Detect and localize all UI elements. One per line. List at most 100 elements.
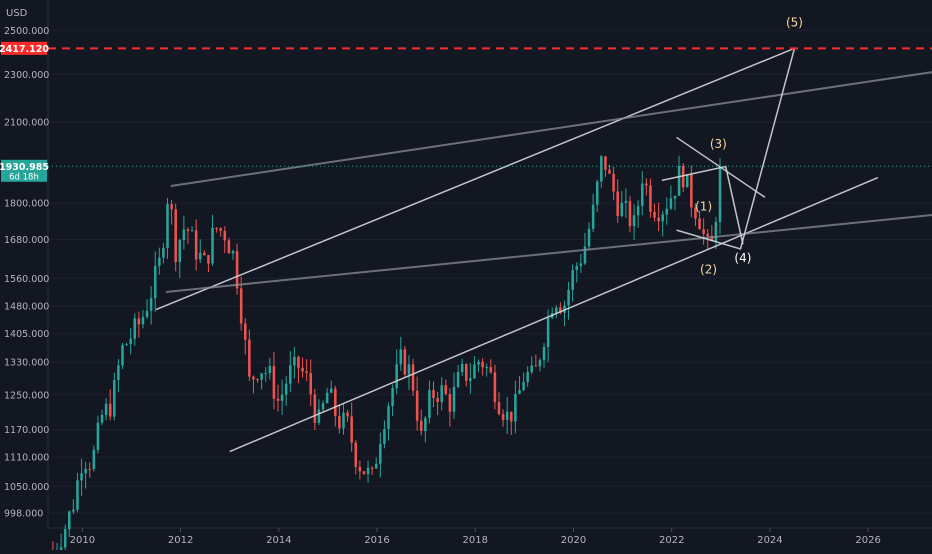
candle-body [297,357,300,368]
candle-body [219,228,222,231]
candle-body [530,366,533,373]
candle-body [346,413,349,417]
candle-body [133,318,136,338]
candle-body [64,529,67,547]
candle-body [494,372,497,402]
candle-body [469,378,472,381]
candle-body [400,349,403,364]
candle-body [383,429,386,444]
candle-body [588,229,591,247]
target-price-label: 2417.120 [0,44,49,55]
candle-body [375,464,378,469]
candle-body [465,364,468,381]
candle-body [432,390,435,398]
candle-body [506,412,509,420]
candle-body [97,423,100,450]
candle-body [285,384,288,395]
candle-body [637,206,640,215]
candle-body [101,415,104,423]
candle-body [387,406,390,429]
candle-body [510,412,513,422]
candle-body [207,255,210,263]
x-tick-label: 2014 [266,535,291,546]
candle-body [416,391,419,421]
candle-body [363,471,366,474]
candle-body [641,184,644,207]
wave-label: (1) [695,200,712,214]
candle-body [666,209,669,215]
y-tick-label: 1050.000 [4,482,49,493]
candle-body [371,468,374,469]
candle-body [608,170,611,174]
y-tick-label: 1480.000 [4,302,49,313]
candle-body [391,388,394,406]
candle-body [342,413,345,429]
y-tick-label: 2100.000 [4,118,49,129]
wave-label: (3) [710,137,727,151]
candle-body [440,385,443,402]
candle-body [653,212,656,218]
candle-body [117,365,120,380]
candle-body [408,364,411,374]
candle-body [436,398,439,402]
candle-body [354,443,357,467]
candle-body [76,480,79,509]
wave-label: (4) [734,251,751,265]
candle-body [322,403,325,409]
candle-body [473,365,476,379]
wave-label: (5) [786,15,803,29]
candle-body [183,229,186,240]
y-tick-label: 1680.000 [4,235,49,246]
candle-body [146,311,149,317]
candle-body [600,156,603,181]
candle-body [481,362,484,367]
candle-body [72,510,75,512]
candle-body [555,308,558,313]
candle-body [674,196,677,199]
candle-body [395,364,398,388]
candle-body [514,394,517,422]
candle-body [334,389,337,416]
candle-body [522,382,525,390]
candle-body [121,345,124,365]
candle-body [379,444,382,464]
candle-body [277,399,280,401]
candle-body [158,258,161,266]
x-tick-label: 2020 [561,535,586,546]
candle-body [498,402,501,414]
candle-body [678,166,681,196]
candle-body [424,418,427,431]
trend-line [166,215,932,292]
candle-body [179,240,182,262]
y-tick-label: 1560.000 [4,274,49,285]
candle-body [326,393,329,403]
x-tick-label: 2010 [70,535,95,546]
candle-body [604,156,607,169]
candle-body [248,340,251,377]
candle-body [232,251,235,253]
trend-line [171,72,932,186]
candle-body [412,364,415,390]
candle-body [228,240,231,253]
candle-body [645,184,648,186]
y-tick-label: 2500.000 [4,26,49,37]
candle-body [84,469,87,473]
candle-body [715,222,718,241]
y-tick-label: 1800.000 [4,199,49,210]
candle-body [129,339,132,344]
y-axis[interactable]: 2500.0002300.0002100.0001800.0001680.000… [0,26,49,519]
candle-body [330,389,333,393]
candle-body [706,234,709,236]
candle-body [698,219,701,230]
candle-body [616,191,619,216]
candle-body [461,364,464,372]
candle-body [428,390,431,418]
candle-body [273,366,276,399]
trend-line [230,178,878,452]
x-tick-label: 2012 [168,535,193,546]
candle-body [203,253,206,255]
candle-body [526,372,529,382]
